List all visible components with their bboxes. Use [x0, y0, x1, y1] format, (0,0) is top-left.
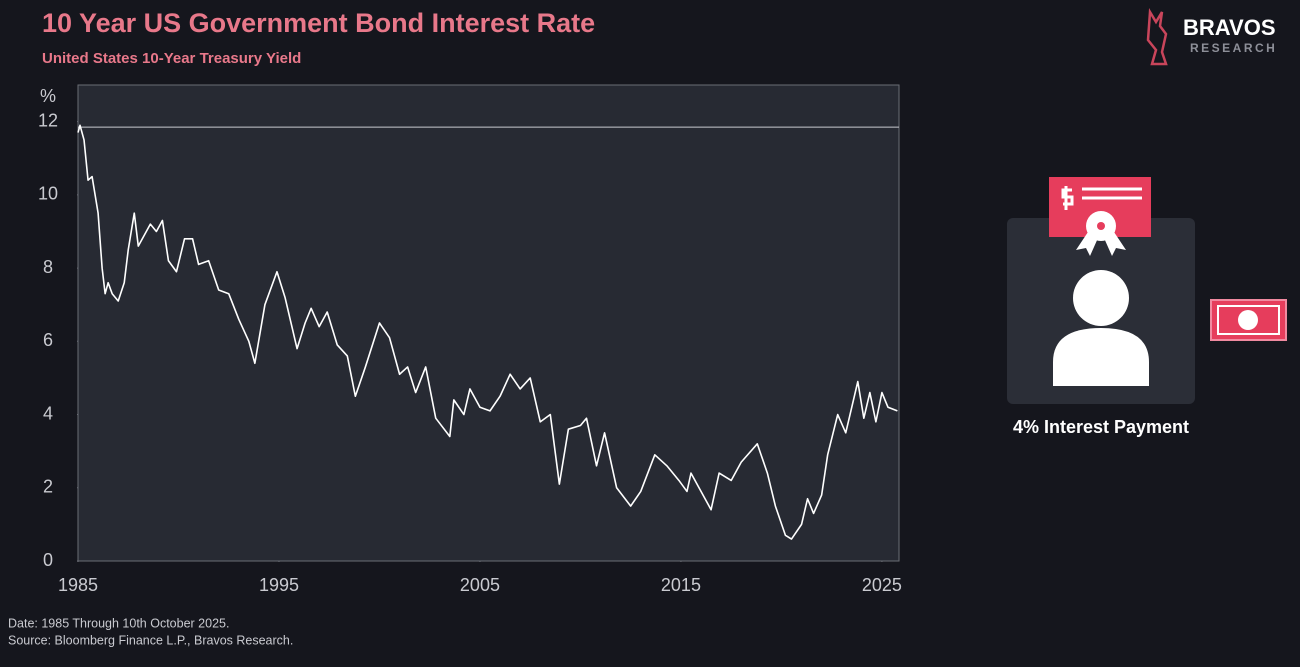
brand-name: BRAVOS [1183, 15, 1276, 40]
logo-icon [1146, 7, 1168, 66]
person-head [1073, 270, 1129, 326]
chart-subtitle: United States 10-Year Treasury Yield [42, 50, 301, 67]
person-body [1053, 328, 1149, 386]
x-tick-label: 2015 [661, 575, 701, 595]
plot-area [77, 84, 900, 562]
y-tick-label: 10 [38, 184, 58, 204]
banknote-border [1217, 305, 1280, 335]
y-axis-label: % [40, 86, 56, 106]
line-series [77, 124, 898, 540]
y-tick-label: 4 [43, 403, 53, 423]
y-tick-label: 12 [38, 110, 58, 130]
x-tick-label: 1995 [259, 575, 299, 595]
seal-center [1097, 222, 1105, 230]
brand-tagline: RESEARCH [1190, 41, 1277, 55]
dollar-icon [1061, 186, 1074, 210]
ribbon [1076, 232, 1126, 256]
x-tick-label: 1985 [58, 575, 98, 595]
logo: BRAVOS RESEARCH [1146, 7, 1277, 66]
side-caption: 4% Interest Payment [1013, 417, 1189, 437]
chart-title: 10 Year US Government Bond Interest Rate [42, 8, 595, 38]
y-tick-label: 6 [43, 330, 53, 350]
footnote: Date: 1985 Through 10th October 2025. [8, 616, 229, 630]
y-tick-label: 8 [43, 257, 53, 277]
footnote: Source: Bloomberg Finance L.P., Bravos R… [8, 633, 293, 647]
plot: 0 2 4 6 8 10 12 1985 1995 2005 2015 2025 [38, 110, 902, 594]
illustration: 4% Interest Payment [1007, 177, 1287, 437]
x-tick-label: 2005 [460, 575, 500, 595]
banknote-coin [1238, 310, 1258, 330]
y-tick-label: 2 [43, 477, 53, 497]
y-tick-label: 0 [43, 550, 53, 570]
x-tick-label: 2025 [862, 575, 902, 595]
